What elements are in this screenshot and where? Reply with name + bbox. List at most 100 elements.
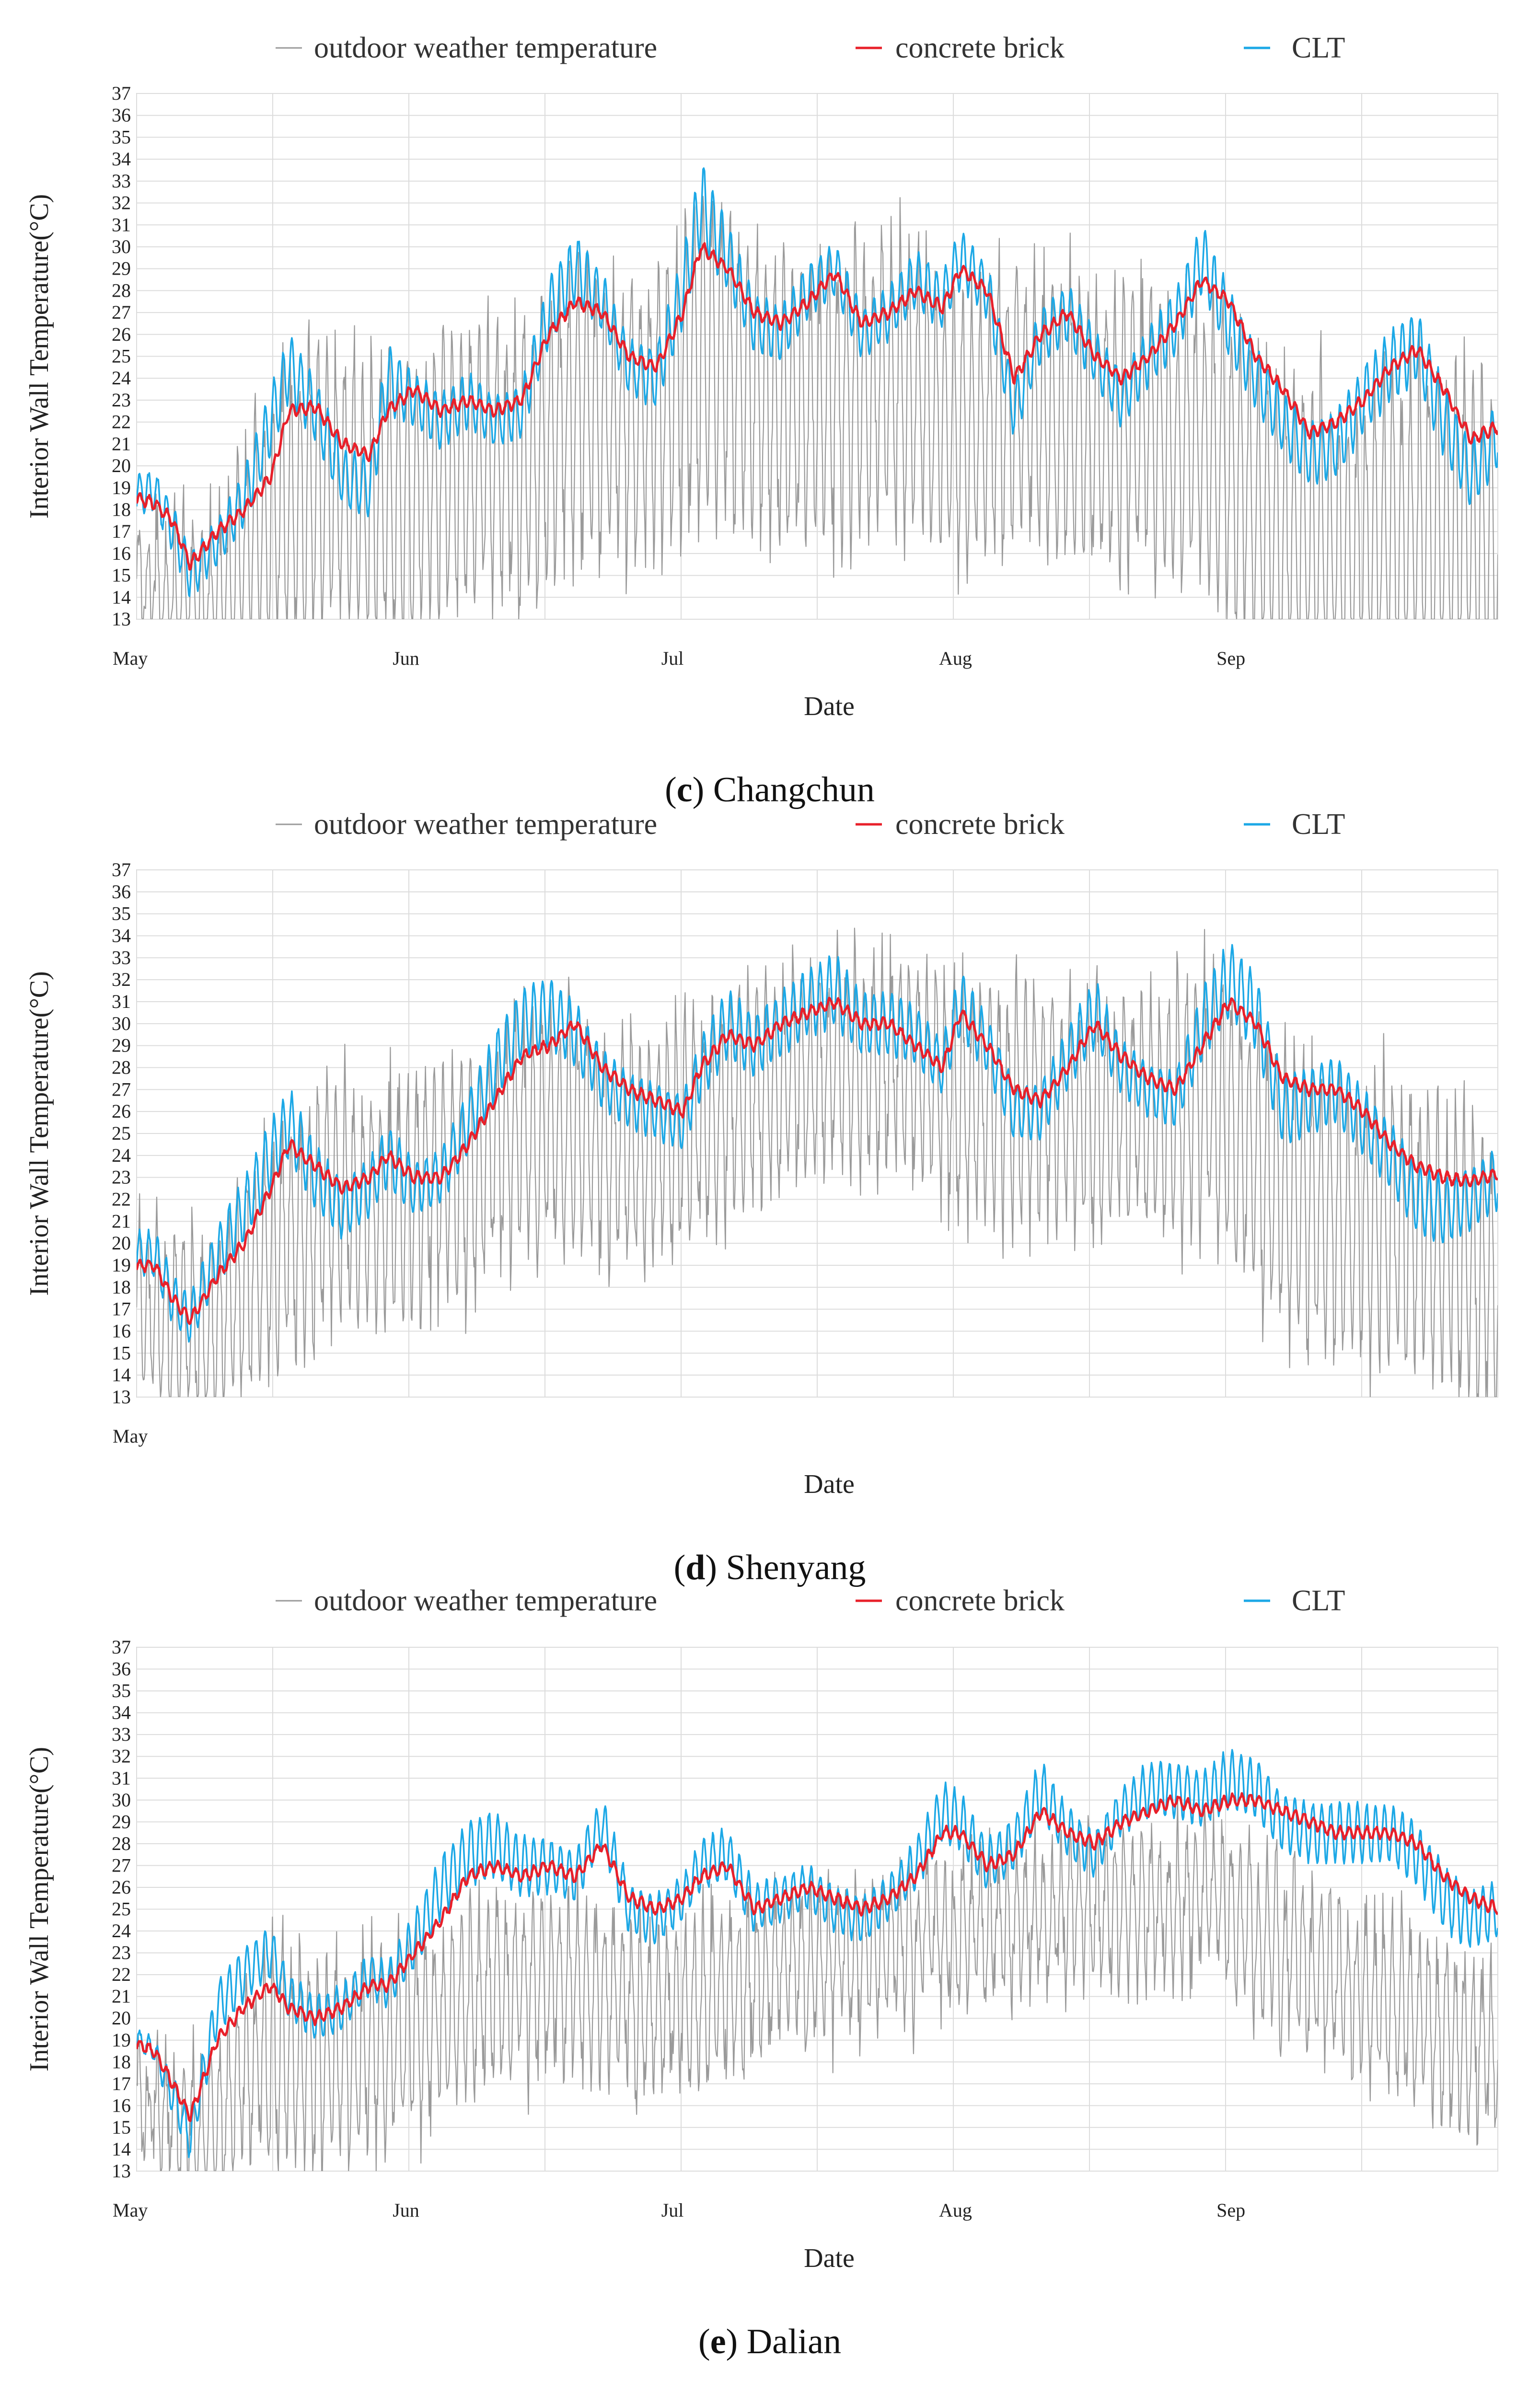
- y-tick-label: 14: [112, 1364, 131, 1386]
- y-tick-label: 16: [112, 2094, 131, 2116]
- y-axis-ticks: 1314151617181920212223242526272829303132…: [112, 82, 131, 630]
- y-tick-label: 27: [112, 1854, 131, 1876]
- y-tick-label: 37: [112, 859, 131, 880]
- y-tick-label: 24: [112, 367, 131, 389]
- y-tick-label: 13: [112, 2160, 131, 2182]
- y-tick-label: 27: [112, 1078, 131, 1100]
- x-axis-title: Date: [804, 2243, 855, 2273]
- series-line-concrete-brick: [137, 996, 1498, 1325]
- y-tick-label: 15: [112, 2116, 131, 2138]
- chart-panel-c: outdoor weather temperature concrete bric…: [24, 32, 1498, 809]
- panel-caption: (c) Changchun: [665, 770, 875, 809]
- x-tick-label: Sep: [1216, 2199, 1245, 2221]
- x-tick-label: Jul: [661, 2199, 684, 2221]
- y-tick-label: 34: [112, 925, 131, 947]
- chart-panel-e: outdoor weather temperature concrete bric…: [24, 1584, 1498, 2361]
- x-tick-label: Sep: [1216, 647, 1245, 669]
- y-tick-label: 24: [112, 1144, 131, 1166]
- legend-entry-clt-label: CLT: [1292, 808, 1345, 841]
- x-tick-label: Jul: [661, 647, 684, 669]
- legend-entry-clt-label: CLT: [1292, 32, 1345, 64]
- y-tick-label: 35: [112, 1680, 131, 1701]
- caption-city: Dalian: [747, 2322, 841, 2361]
- caption-city: Changchun: [713, 770, 875, 809]
- y-tick-label: 28: [112, 1833, 131, 1854]
- legend-entry-outdoor-label: outdoor weather temperature: [314, 32, 657, 64]
- y-tick-label: 26: [112, 1100, 131, 1122]
- y-tick-label: 20: [112, 455, 131, 476]
- series-line-concrete-brick: [137, 1792, 1498, 2122]
- y-tick-label: 23: [112, 389, 131, 411]
- y-tick-label: 17: [112, 2073, 131, 2094]
- y-tick-label: 26: [112, 1876, 131, 1898]
- y-tick-label: 29: [112, 1811, 131, 1832]
- y-tick-label: 20: [112, 2007, 131, 2029]
- y-tick-label: 36: [112, 1658, 131, 1680]
- y-tick-label: 15: [112, 1342, 131, 1364]
- y-tick-label: 31: [112, 991, 131, 1012]
- y-tick-label: 13: [112, 1386, 131, 1408]
- y-tick-label: 37: [112, 1636, 131, 1658]
- x-axis-title: Date: [804, 692, 855, 721]
- y-tick-label: 33: [112, 170, 131, 192]
- y-tick-label: 14: [112, 586, 131, 608]
- x-tick-label: May: [113, 1425, 148, 1447]
- y-tick-label: 30: [112, 1013, 131, 1034]
- y-tick-label: 21: [112, 1986, 131, 2007]
- y-tick-label: 21: [112, 1210, 131, 1232]
- y-tick-label: 33: [112, 947, 131, 968]
- y-tick-label: 35: [112, 126, 131, 148]
- caption-letter: e: [710, 2322, 726, 2361]
- y-tick-label: 29: [112, 1035, 131, 1056]
- y-tick-label: 15: [112, 565, 131, 586]
- series-group: [137, 167, 1498, 619]
- y-tick-label: 19: [112, 1254, 131, 1276]
- chart-panel-d: outdoor weather temperature concrete bric…: [24, 808, 1498, 1587]
- series-line-clt: [137, 944, 1498, 1343]
- y-tick-label: 18: [112, 1276, 131, 1298]
- y-tick-label: 30: [112, 1789, 131, 1811]
- y-tick-label: 25: [112, 346, 131, 367]
- x-tick-label: May: [113, 647, 148, 669]
- y-tick-label: 22: [112, 411, 131, 433]
- y-tick-label: 17: [112, 1298, 131, 1320]
- panel-caption: (e) Dalian: [698, 2322, 841, 2361]
- y-tick-label: 27: [112, 301, 131, 323]
- y-tick-label: 32: [112, 192, 131, 214]
- legend-entry-concrete-brick-label: concrete brick: [895, 808, 1065, 841]
- legend: outdoor weather temperature concrete bric…: [276, 1584, 1345, 1617]
- legend-entry-outdoor-label: outdoor weather temperature: [314, 808, 657, 841]
- y-tick-label: 37: [112, 82, 131, 104]
- y-axis-title: Interior Wall Temperature(°C): [24, 971, 54, 1295]
- x-tick-label: Jun: [393, 647, 419, 669]
- x-tick-label: May: [113, 2199, 148, 2221]
- x-axis-title: Date: [804, 1469, 855, 1499]
- y-tick-label: 25: [112, 1898, 131, 1920]
- y-tick-label: 34: [112, 148, 131, 170]
- panel-caption: (d) Shenyang: [674, 1548, 866, 1587]
- y-tick-label: 18: [112, 498, 131, 520]
- y-tick-label: 16: [112, 1320, 131, 1342]
- legend-entry-concrete-brick-label: concrete brick: [895, 1584, 1065, 1617]
- x-axis-ticks: May Jun Jul Aug Sep: [113, 2199, 1245, 2221]
- y-tick-label: 32: [112, 1746, 131, 1767]
- y-tick-label: 28: [112, 1057, 131, 1078]
- y-tick-label: 14: [112, 2138, 131, 2160]
- series-line-clt: [137, 1749, 1498, 2159]
- y-tick-label: 36: [112, 881, 131, 902]
- series-line-outdoor: [137, 1798, 1498, 2171]
- x-axis-ticks: May Jun Jul Aug Sep: [113, 647, 1245, 669]
- y-tick-label: 25: [112, 1122, 131, 1144]
- y-tick-label: 19: [112, 2029, 131, 2051]
- legend-entry-clt-label: CLT: [1292, 1584, 1345, 1617]
- y-axis-ticks: 1314151617181920212223242526272829303132…: [112, 859, 131, 1408]
- series-line-concrete-brick: [137, 242, 1498, 571]
- y-tick-label: 21: [112, 433, 131, 454]
- y-tick-label: 26: [112, 324, 131, 345]
- series-group: [137, 927, 1498, 1397]
- legend-entry-concrete-brick-label: concrete brick: [895, 32, 1065, 64]
- series-line-outdoor: [137, 927, 1498, 1397]
- legend: outdoor weather temperature concrete bric…: [276, 32, 1345, 64]
- x-tick-label: Aug: [939, 2199, 972, 2221]
